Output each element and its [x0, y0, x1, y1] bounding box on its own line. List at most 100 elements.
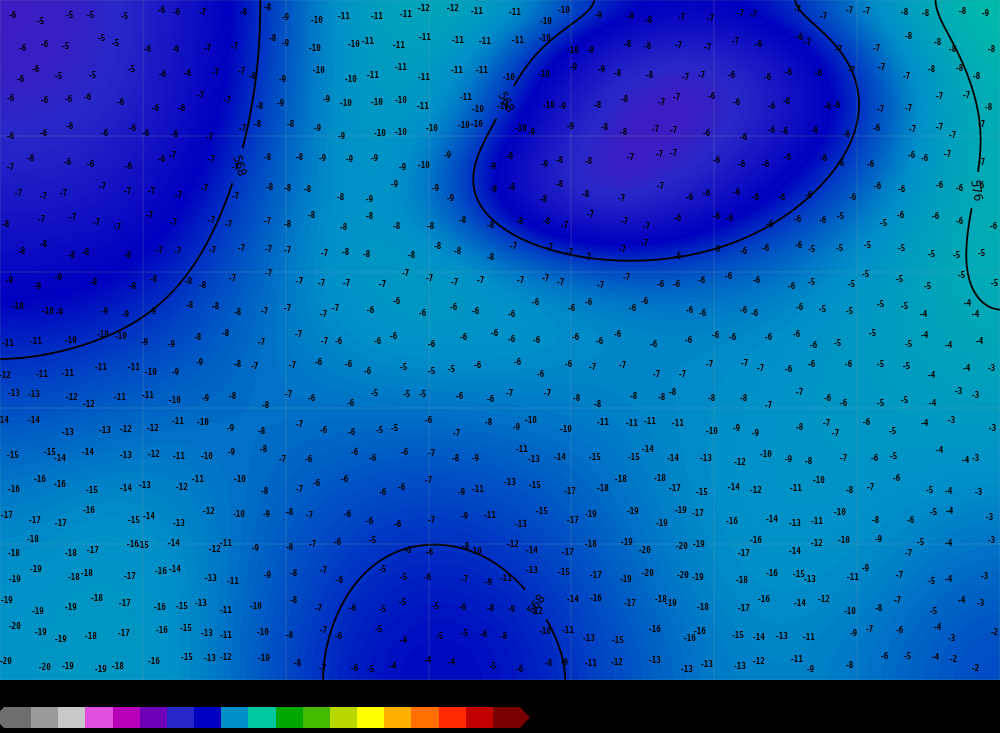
Text: -6: -6: [870, 454, 879, 463]
Text: -6: -6: [63, 158, 73, 166]
Text: -12: -12: [185, 730, 203, 733]
Text: -7: -7: [696, 70, 706, 80]
Text: -13: -13: [119, 451, 133, 460]
Text: -36: -36: [76, 730, 95, 733]
Text: -11: -11: [470, 7, 484, 16]
Text: 30: 30: [378, 730, 390, 733]
Text: -13: -13: [526, 455, 540, 464]
Text: -6: -6: [656, 281, 665, 290]
Text: -7: -7: [586, 210, 595, 219]
Text: -7: -7: [13, 189, 23, 199]
Bar: [384, 707, 411, 728]
Text: -6: -6: [777, 193, 786, 202]
Text: -7: -7: [319, 310, 329, 320]
Text: -13: -13: [194, 599, 208, 608]
Text: -6: -6: [124, 161, 133, 171]
Text: -4: -4: [919, 310, 928, 319]
Text: -10: -10: [537, 70, 551, 78]
Text: -11: -11: [34, 370, 48, 379]
Text: -6: -6: [907, 152, 916, 161]
Text: -10: -10: [343, 75, 357, 84]
Text: -19: -19: [61, 661, 75, 671]
Text: -7: -7: [211, 68, 220, 77]
Text: 36: 36: [405, 730, 418, 733]
Text: -5: -5: [61, 42, 70, 51]
Text: -9: -9: [597, 65, 606, 73]
Text: -6: -6: [784, 68, 793, 78]
Text: -6: -6: [18, 45, 27, 54]
Text: -4: -4: [931, 653, 941, 662]
Text: -19: -19: [34, 628, 48, 637]
Text: -16: -16: [155, 626, 169, 635]
Text: -5: -5: [833, 339, 842, 348]
Text: -10: -10: [457, 121, 471, 130]
Text: -4: -4: [422, 656, 432, 665]
Text: -6: -6: [373, 337, 382, 346]
Text: -7: -7: [113, 223, 122, 232]
Bar: [221, 707, 248, 728]
Text: -7: -7: [476, 276, 485, 285]
Text: -6: -6: [346, 399, 355, 408]
Text: -7: -7: [288, 361, 298, 370]
Text: 18: 18: [324, 730, 336, 733]
Text: -5: -5: [927, 577, 936, 586]
Text: -16: -16: [764, 570, 778, 578]
Text: -8: -8: [581, 190, 590, 199]
Text: -11: -11: [418, 33, 432, 43]
Text: -6: -6: [976, 181, 985, 191]
Text: -5: -5: [807, 278, 816, 287]
Text: -8: -8: [458, 216, 467, 225]
Bar: [411, 707, 439, 728]
Text: -6: -6: [844, 360, 853, 369]
Text: -7: -7: [295, 277, 305, 286]
Text: -6: -6: [367, 454, 377, 463]
Text: -6: -6: [832, 100, 841, 110]
Polygon shape: [0, 707, 4, 728]
Text: -3: -3: [971, 454, 980, 463]
Text: -6: -6: [673, 252, 682, 261]
Text: -11: -11: [810, 517, 824, 526]
Text: -8: -8: [871, 516, 881, 525]
Text: -7: -7: [459, 575, 469, 584]
Text: -7: -7: [948, 131, 957, 140]
Text: -5: -5: [861, 270, 871, 279]
Text: -10: -10: [196, 418, 210, 427]
Bar: [85, 707, 113, 728]
Text: -6: -6: [595, 337, 604, 346]
Text: -8: -8: [295, 153, 304, 162]
Text: -8: -8: [233, 361, 242, 369]
Bar: [194, 707, 221, 728]
Text: -5: -5: [834, 244, 844, 254]
Text: -8: -8: [947, 45, 957, 54]
Text: -9: -9: [874, 534, 883, 544]
Text: -11: -11: [93, 364, 107, 372]
Text: -6: -6: [141, 129, 150, 139]
Text: -6: -6: [787, 281, 796, 291]
Text: -8: -8: [263, 4, 273, 12]
Text: -12: -12: [146, 424, 160, 433]
Text: -7: -7: [250, 362, 259, 372]
Text: -12: -12: [208, 545, 222, 554]
Text: -7: -7: [68, 213, 77, 221]
Text: -10: -10: [705, 427, 719, 436]
Text: -7: -7: [342, 279, 351, 288]
Text: -5: -5: [86, 11, 95, 20]
Text: -10: -10: [113, 332, 127, 342]
Text: -9: -9: [226, 424, 236, 433]
Text: -4: -4: [933, 623, 942, 632]
Text: -7: -7: [943, 150, 952, 159]
Text: -8: -8: [286, 119, 295, 128]
Text: -12: -12: [65, 393, 79, 402]
Text: -6: -6: [215, 730, 228, 733]
Text: -6: -6: [751, 193, 761, 202]
Text: -17: -17: [0, 511, 14, 520]
Text: -15: -15: [127, 516, 141, 525]
Text: -6: -6: [64, 95, 74, 104]
Text: -6: -6: [711, 212, 721, 221]
Text: -7: -7: [145, 210, 154, 220]
Text: -3: -3: [988, 424, 997, 433]
Text: -3: -3: [974, 488, 983, 497]
Text: -16: -16: [757, 594, 771, 604]
Text: -7: -7: [617, 194, 627, 203]
Text: -6: -6: [397, 484, 407, 493]
